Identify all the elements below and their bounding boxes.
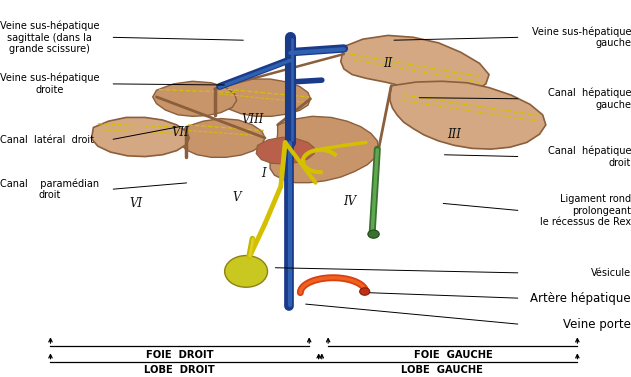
Text: Veine sus-hépatique
gauche: Veine sus-hépatique gauche xyxy=(531,26,631,48)
Polygon shape xyxy=(153,81,237,116)
Text: III: III xyxy=(447,128,461,141)
Polygon shape xyxy=(180,118,265,157)
Polygon shape xyxy=(270,116,379,183)
Polygon shape xyxy=(213,79,310,116)
Text: LOBE  GAUCHE: LOBE GAUCHE xyxy=(401,365,483,375)
Text: LOBE  DROIT: LOBE DROIT xyxy=(144,365,215,375)
Text: Veine porte: Veine porte xyxy=(563,318,631,331)
Text: Canal  latéral  droit: Canal latéral droit xyxy=(0,135,94,145)
Text: Ligament rond
prolongeant
le récessus de Rex: Ligament rond prolongeant le récessus de… xyxy=(540,194,631,227)
Text: FOIE  DROIT: FOIE DROIT xyxy=(146,350,214,360)
Text: Artère hépatique: Artère hépatique xyxy=(531,292,631,305)
Text: Canal  hépatique
gauche: Canal hépatique gauche xyxy=(548,88,631,110)
Polygon shape xyxy=(390,81,546,149)
Text: V: V xyxy=(232,191,241,204)
Text: VII: VII xyxy=(171,126,189,139)
Polygon shape xyxy=(341,35,489,94)
Text: II: II xyxy=(384,57,392,70)
Text: IV: IV xyxy=(344,195,357,208)
Polygon shape xyxy=(91,117,189,156)
Polygon shape xyxy=(256,137,314,164)
Text: I: I xyxy=(261,167,266,180)
Text: Veine sus-hépatique
sagittale (dans la
grande scissure): Veine sus-hépatique sagittale (dans la g… xyxy=(0,20,100,54)
Text: VIII: VIII xyxy=(241,113,264,126)
Ellipse shape xyxy=(360,288,370,295)
Text: Canal    paramédian
droit: Canal paramédian droit xyxy=(0,178,99,201)
Ellipse shape xyxy=(368,230,379,238)
Text: VI: VI xyxy=(129,197,142,210)
Text: Vésicule: Vésicule xyxy=(591,268,631,278)
Ellipse shape xyxy=(225,256,268,287)
Text: FOIE  GAUCHE: FOIE GAUCHE xyxy=(414,350,492,360)
Text: Veine sus-hépatique
droite: Veine sus-hépatique droite xyxy=(0,73,100,95)
Text: Canal  hépatique
droit: Canal hépatique droit xyxy=(548,146,631,168)
